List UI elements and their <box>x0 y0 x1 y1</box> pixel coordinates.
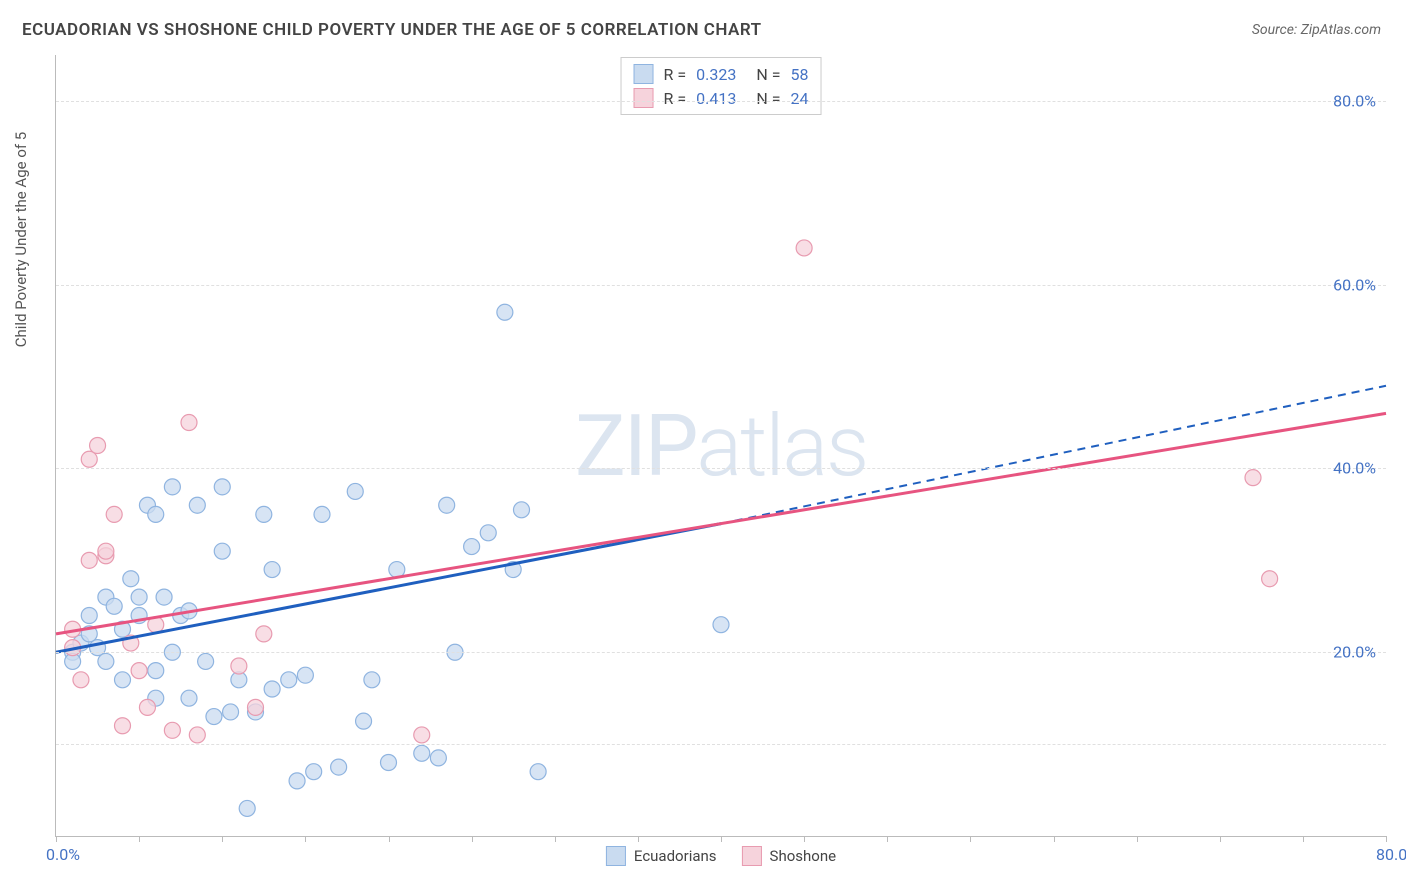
data-point <box>106 506 122 522</box>
data-point <box>156 589 172 605</box>
data-point <box>314 506 330 522</box>
data-point <box>713 617 729 633</box>
swatch-shoshone <box>742 846 762 866</box>
data-point <box>139 699 155 715</box>
data-point <box>148 663 164 679</box>
data-point <box>347 483 363 499</box>
x-tick-label: 0.0% <box>46 845 80 864</box>
data-point <box>106 598 122 614</box>
data-point <box>1245 470 1261 486</box>
data-point <box>73 672 89 688</box>
data-point <box>414 745 430 761</box>
data-point <box>81 552 97 568</box>
y-tick-label: 80.0% <box>1333 91 1376 110</box>
data-point <box>530 764 546 780</box>
data-point <box>796 240 812 256</box>
data-point <box>364 672 380 688</box>
data-point <box>198 653 214 669</box>
y-axis-title: Child Poverty Under the Age of 5 <box>12 131 30 347</box>
legend-item-ecuadorians: Ecuadorians <box>606 846 717 866</box>
data-point <box>381 754 397 770</box>
chart-svg <box>56 55 1386 836</box>
data-point <box>239 800 255 816</box>
data-point <box>115 718 131 734</box>
data-point <box>514 502 530 518</box>
data-point <box>439 497 455 513</box>
data-point <box>164 722 180 738</box>
data-point <box>256 626 272 642</box>
series-legend: Ecuadorians Shoshone <box>606 846 836 866</box>
legend-label: Shoshone <box>770 847 837 865</box>
data-point <box>131 589 147 605</box>
regression-line <box>56 413 1386 634</box>
data-point <box>206 709 222 725</box>
data-point <box>430 750 446 766</box>
swatch-ecuadorians <box>606 846 626 866</box>
data-point <box>331 759 347 775</box>
data-point <box>81 451 97 467</box>
data-point <box>414 727 430 743</box>
data-point <box>264 681 280 697</box>
data-point <box>164 479 180 495</box>
data-point <box>115 672 131 688</box>
chart-title: ECUADORIAN VS SHOSHONE CHILD POVERTY UND… <box>22 20 762 40</box>
x-tick-label: 80.0% <box>1376 845 1406 864</box>
data-point <box>148 506 164 522</box>
data-point <box>231 658 247 674</box>
data-point <box>223 704 239 720</box>
legend-item-shoshone: Shoshone <box>742 846 837 866</box>
data-point <box>214 543 230 559</box>
data-point <box>181 690 197 706</box>
y-tick-label: 40.0% <box>1333 459 1376 478</box>
data-point <box>90 438 106 454</box>
data-point <box>189 497 205 513</box>
data-point <box>214 479 230 495</box>
data-point <box>189 727 205 743</box>
data-point <box>356 713 372 729</box>
data-point <box>497 304 513 320</box>
data-point <box>81 607 97 623</box>
legend-label: Ecuadorians <box>634 847 717 865</box>
data-point <box>281 672 297 688</box>
data-point <box>98 543 114 559</box>
data-point <box>1262 571 1278 587</box>
regression-line-extrapolated <box>721 386 1386 524</box>
regression-line <box>56 524 721 653</box>
data-point <box>464 539 480 555</box>
data-point <box>264 562 280 578</box>
data-point <box>480 525 496 541</box>
data-point <box>256 506 272 522</box>
plot-area: Child Poverty Under the Age of 5 ZIPatla… <box>55 55 1386 837</box>
data-point <box>297 667 313 683</box>
data-point <box>306 764 322 780</box>
data-point <box>123 571 139 587</box>
y-tick-label: 20.0% <box>1333 643 1376 662</box>
data-point <box>131 663 147 679</box>
data-point <box>98 653 114 669</box>
source-label: Source: ZipAtlas.com <box>1252 22 1381 38</box>
data-point <box>289 773 305 789</box>
data-point <box>181 415 197 431</box>
data-point <box>248 699 264 715</box>
y-tick-label: 60.0% <box>1333 275 1376 294</box>
